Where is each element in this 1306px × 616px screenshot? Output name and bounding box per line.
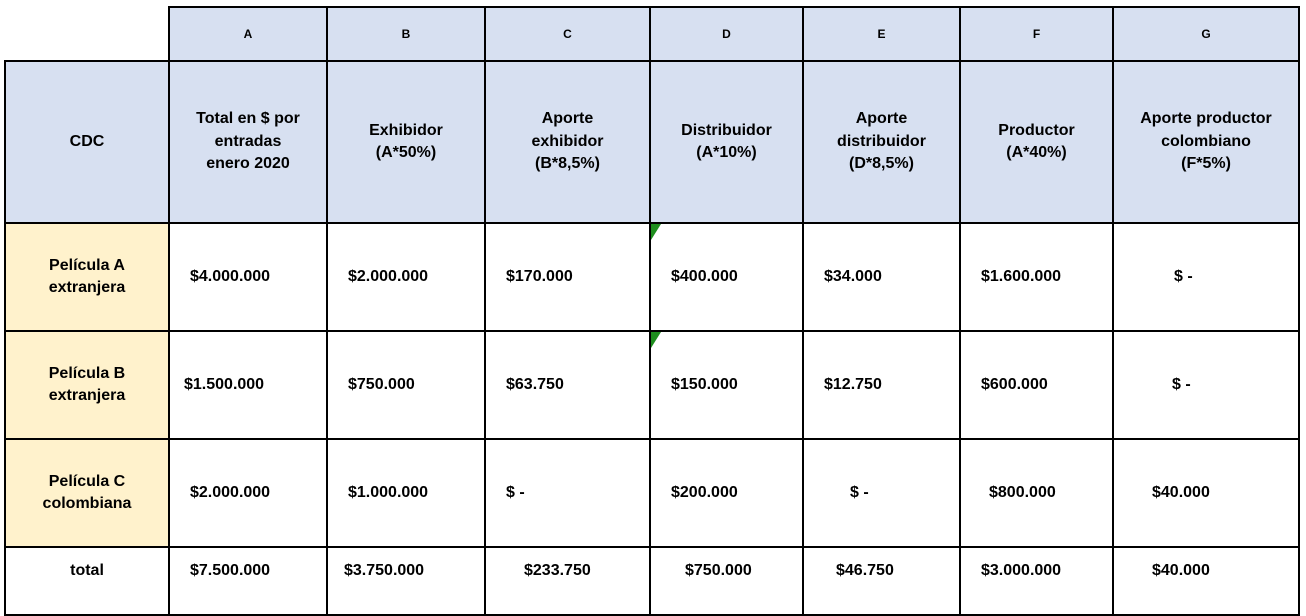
column-header-g[interactable]: G <box>1112 6 1300 62</box>
row-label-line: Película A <box>49 256 125 274</box>
header-text-line: Total en $ por <box>196 110 300 128</box>
cell-d1-value: $400.000 <box>671 267 738 285</box>
header-text-line: Aporte <box>541 110 594 128</box>
row-label-line: extranjera <box>48 279 126 296</box>
header-distribuidor[interactable]: Distribuidor (A*10%) <box>649 60 804 224</box>
column-header-d[interactable]: D <box>649 6 804 62</box>
cell-f2[interactable]: $600.000 <box>959 330 1114 440</box>
header-text-line: (B*8,5%) <box>535 155 600 173</box>
column-header-e[interactable]: E <box>802 6 961 62</box>
cell-g3[interactable]: $40.000 <box>1112 438 1300 548</box>
total-c[interactable]: $233.750 <box>484 546 651 616</box>
cell-f3[interactable]: $800.000 <box>959 438 1114 548</box>
cell-b1[interactable]: $2.000.000 <box>326 222 486 332</box>
cell-c3[interactable]: $ - <box>484 438 651 548</box>
header-aporte-productor[interactable]: Aporte productor colombiano (F*5%) <box>1112 60 1300 224</box>
cell-a1[interactable]: $4.000.000 <box>168 222 328 332</box>
header-text-line: enero 2020 <box>206 155 290 173</box>
row-label-line: extranjera <box>48 387 126 404</box>
row-label-line: Película B <box>48 364 126 382</box>
header-aporte-exhibidor[interactable]: Aporte exhibidor (B*8,5%) <box>484 60 651 224</box>
header-text-line: entradas <box>214 132 282 150</box>
header-text-line: Distribuidor <box>681 121 772 139</box>
header-text-line: Productor <box>998 121 1075 139</box>
cell-g1[interactable]: $ - <box>1112 222 1300 332</box>
header-text-line: (A*40%) <box>1006 144 1067 161</box>
header-total[interactable]: Total en $ por entradas enero 2020 <box>168 60 328 224</box>
total-row: total $7.500.000 $3.750.000 $233.750 $75… <box>4 546 1300 616</box>
cell-c1[interactable]: $170.000 <box>484 222 651 332</box>
header-row: CDC Total en $ por entradas enero 2020 E… <box>4 60 1300 224</box>
header-text-line: Exhibidor <box>369 121 443 139</box>
total-g[interactable]: $40.000 <box>1112 546 1300 616</box>
header-cdc[interactable]: CDC <box>4 60 170 224</box>
spreadsheet-table: A B C D E F G CDC Total en $ por entrada… <box>4 6 1300 616</box>
row-label-pelicula-b[interactable]: Película B extranjera <box>4 330 170 440</box>
header-productor[interactable]: Productor (A*40%) <box>959 60 1114 224</box>
row-label-line: Película C <box>48 472 126 490</box>
cell-d3[interactable]: $200.000 <box>649 438 804 548</box>
cell-d2-value: $150.000 <box>671 375 738 393</box>
total-a[interactable]: $7.500.000 <box>168 546 328 616</box>
header-exhibidor[interactable]: Exhibidor (A*50%) <box>326 60 486 224</box>
cell-f1[interactable]: $1.600.000 <box>959 222 1114 332</box>
header-text-line: exhibidor <box>531 132 604 150</box>
table-row: Película C colombiana $2.000.000 $1.000.… <box>4 438 1300 548</box>
row-label-line: colombiana <box>42 495 132 512</box>
comment-flag-icon <box>651 224 661 240</box>
header-text-line: colombiano <box>1161 132 1251 150</box>
header-text-line: Aporte <box>855 110 908 128</box>
corner-cell <box>5 7 170 62</box>
row-label-pelicula-c[interactable]: Película C colombiana <box>4 438 170 548</box>
column-letter-row: A B C D E F G <box>5 6 1300 62</box>
column-header-a[interactable]: A <box>168 6 328 62</box>
cell-a3[interactable]: $2.000.000 <box>168 438 328 548</box>
header-text-line: (A*10%) <box>696 144 757 161</box>
row-label-pelicula-a[interactable]: Película A extranjera <box>4 222 170 332</box>
column-header-c[interactable]: C <box>484 6 651 62</box>
cell-a2[interactable]: $1.500.000 <box>168 330 328 440</box>
header-aporte-distribuidor[interactable]: Aporte distribuidor (D*8,5%) <box>802 60 961 224</box>
cell-c2[interactable]: $63.750 <box>484 330 651 440</box>
cell-b3[interactable]: $1.000.000 <box>326 438 486 548</box>
cell-d1[interactable]: $400.000 <box>649 222 804 332</box>
header-text-line: Aporte productor <box>1140 110 1272 128</box>
header-text-line: (D*8,5%) <box>849 155 914 173</box>
table-row: Película B extranjera $1.500.000 $750.00… <box>4 330 1300 440</box>
total-d[interactable]: $750.000 <box>649 546 804 616</box>
total-e[interactable]: $46.750 <box>802 546 961 616</box>
cell-d2[interactable]: $150.000 <box>649 330 804 440</box>
header-text-line: (F*5%) <box>1181 155 1231 173</box>
total-label[interactable]: total <box>4 546 170 616</box>
cell-e1[interactable]: $34.000 <box>802 222 961 332</box>
column-header-f[interactable]: F <box>959 6 1114 62</box>
header-cdc-label: CDC <box>69 132 105 150</box>
header-text-line: distribuidor <box>837 132 926 150</box>
cell-e2[interactable]: $12.750 <box>802 330 961 440</box>
header-text-line: (A*50%) <box>375 144 437 161</box>
cell-e3[interactable]: $ - <box>802 438 961 548</box>
table-row: Película A extranjera $4.000.000 $2.000.… <box>4 222 1300 332</box>
total-b[interactable]: $3.750.000 <box>326 546 486 616</box>
total-f[interactable]: $3.000.000 <box>959 546 1114 616</box>
column-header-b[interactable]: B <box>326 6 486 62</box>
cell-b2[interactable]: $750.000 <box>326 330 486 440</box>
cell-g2[interactable]: $ - <box>1112 330 1300 440</box>
comment-flag-icon <box>651 332 661 348</box>
